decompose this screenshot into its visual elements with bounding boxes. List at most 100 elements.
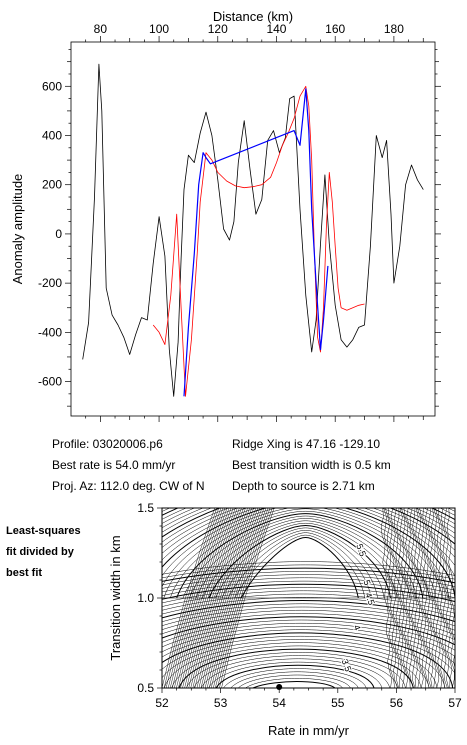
contour-line (162, 587, 455, 606)
contour-line (162, 590, 455, 610)
contour-line (162, 508, 455, 525)
contour-label: 3.5 (340, 658, 354, 673)
observed-anomaly-line (82, 63, 424, 397)
model-anomaly-line (152, 85, 365, 397)
contour-line (162, 564, 455, 580)
anomaly-tick-label: -200 (38, 276, 62, 290)
anomaly-ticks: -600 -400 -200 0 200 400 600 (38, 49, 441, 407)
best-fit-point (276, 684, 283, 690)
anomaly-tick-label: 400 (42, 129, 62, 143)
contour-line (162, 580, 455, 599)
contour-line (162, 626, 455, 665)
contour-line (223, 668, 367, 688)
contour-line (195, 520, 404, 599)
contour-line (162, 508, 443, 599)
contour-line (230, 671, 359, 688)
contour-line (162, 599, 455, 623)
contour-line (162, 616, 455, 646)
misfit-contour-chart: Rate in mm/yr Transition width in km 52 5… (22, 456, 467, 738)
contour-line (169, 510, 430, 599)
distance-tick-label: 180 (384, 22, 404, 36)
contour-label: 4 (351, 624, 362, 632)
depth-to-source: Depth to source is 2.71 km (232, 479, 375, 493)
contour-line (162, 508, 455, 567)
contour-line (200, 658, 391, 688)
rate-tick-label: 56 (390, 696, 404, 710)
contour-line (162, 508, 455, 545)
profile-name: Profile: 03020006.p6 (52, 437, 163, 451)
contour-line (162, 597, 455, 618)
profile-plot-frame (70, 41, 436, 417)
projection-azimuth: Proj. Az: 112.0 deg. CW of N (52, 479, 205, 493)
contour-labels: 5.554.543.5 (339, 542, 378, 674)
contour-line (171, 645, 422, 688)
side-note: Least-squares fit divided by best fit (6, 521, 81, 584)
rate-tick-label: 55 (331, 696, 345, 710)
side-note-line: fit divided by (6, 546, 74, 558)
best-rate: Best rate is 54.0 mm/yr (52, 458, 176, 472)
contour-line (162, 639, 438, 688)
contour-line (162, 619, 455, 651)
contour-line (162, 508, 455, 599)
side-note-line: Least-squares (6, 525, 81, 537)
contour-line (245, 678, 343, 688)
side-note-line: best fit (6, 567, 43, 579)
distance-tick-label: 120 (208, 22, 228, 36)
contour-line (162, 508, 455, 521)
rate-tick-label: 53 (214, 696, 228, 710)
best-transition-width: Best transition width is 0.5 km (232, 458, 391, 472)
anomaly-tick-label: 0 (55, 227, 62, 241)
contour-line (162, 508, 455, 534)
anomaly-tick-label: 200 (42, 178, 62, 192)
contour-line (178, 648, 414, 688)
anomaly-tick-label: -600 (38, 375, 62, 389)
contour-line (162, 574, 455, 591)
width-ticks: 0.5 1.0 1.5 (137, 501, 162, 695)
contour-line (162, 561, 455, 576)
contour-label: 5 (361, 579, 372, 587)
distance-tick-label: 80 (94, 22, 108, 36)
contour-line (162, 508, 455, 558)
contour-line (162, 577, 455, 595)
contour-line (208, 524, 391, 599)
contour-line (162, 571, 455, 587)
contour-line (237, 674, 351, 688)
contour-line (163, 642, 430, 688)
width-tick-label: 1.0 (137, 591, 154, 605)
contour-line (252, 680, 336, 688)
rate-tick-label: 54 (273, 696, 287, 710)
width-axis-label: Transition width in km (108, 535, 123, 660)
contour-line (22, 456, 467, 598)
contour-line (162, 508, 455, 529)
misfit-contours (22, 456, 467, 688)
anomaly-axis-label: Anomaly amplitude (10, 174, 25, 285)
rate-tick-label: 57 (448, 696, 462, 710)
contour-line (162, 583, 455, 603)
ridge-crossing: Ridge Xing is 47.16 -129.10 (232, 437, 381, 451)
distance-ticks: 80 100 120 140 160 180 (85, 22, 424, 422)
contour-line (162, 508, 455, 551)
contour-line (162, 613, 455, 641)
contour-line (208, 661, 383, 688)
rate-ticks: 52 53 54 55 56 57 (155, 688, 462, 710)
contour-line (162, 632, 454, 688)
contour-line (215, 664, 375, 688)
contour-line (176, 513, 424, 599)
contour-line (234, 534, 366, 599)
distance-axis-label: Distance (km) (213, 9, 293, 24)
contour-line (162, 603, 455, 627)
contour-line (162, 609, 455, 636)
contour-line (162, 593, 455, 614)
contour-line (162, 567, 455, 584)
contour-line (240, 536, 359, 599)
distance-tick-label: 160 (325, 22, 345, 36)
rate-axis-label: Rate in mm/yr (268, 723, 350, 738)
anomaly-profile-chart: Distance (km) Anomaly amplitude 80 100 120… (10, 9, 441, 422)
contour-line (162, 508, 449, 599)
fitted-anomaly-line (183, 88, 329, 397)
anomaly-tick-label: -400 (38, 325, 62, 339)
contour-line (162, 629, 455, 675)
contour-line (162, 606, 455, 631)
distance-tick-label: 100 (149, 22, 169, 36)
